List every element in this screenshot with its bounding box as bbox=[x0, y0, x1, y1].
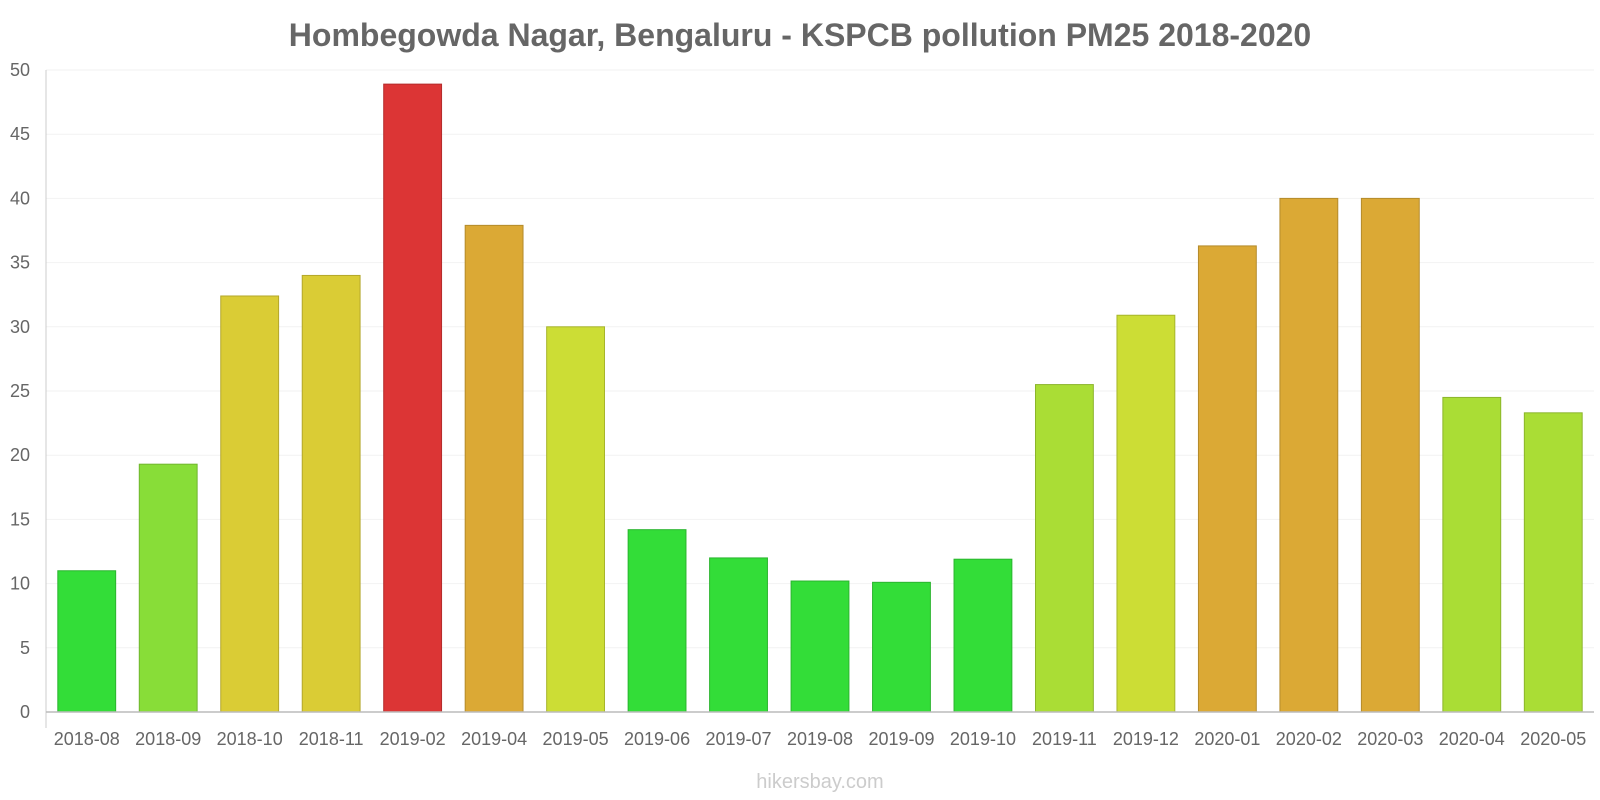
x-tick-label-2020-05: 2020-05 bbox=[1520, 729, 1586, 749]
credit-text: hikersbay.com bbox=[756, 771, 883, 793]
x-tick-label-2018-09: 2018-09 bbox=[135, 729, 201, 749]
bar-2018-08 bbox=[57, 570, 117, 713]
bar-2020-05 bbox=[1523, 412, 1583, 713]
bar-2019-06 bbox=[627, 529, 687, 713]
y-tick-label-5: 5 bbox=[20, 638, 30, 658]
bar-2019-11 bbox=[1034, 384, 1094, 713]
bar-2019-05 bbox=[546, 326, 606, 713]
x-tick-label-2020-02: 2020-02 bbox=[1276, 729, 1342, 749]
x-tick-label-2019-02: 2019-02 bbox=[380, 729, 446, 749]
bar-2020-04 bbox=[1442, 396, 1502, 713]
x-tick-label-2019-07: 2019-07 bbox=[705, 729, 771, 749]
bar-2018-11 bbox=[301, 274, 361, 713]
y-tick-label-45: 45 bbox=[10, 124, 30, 144]
bar-2020-03 bbox=[1360, 197, 1420, 713]
y-tick-label-25: 25 bbox=[10, 381, 30, 401]
bar-2018-09 bbox=[138, 463, 198, 713]
bar-2019-02 bbox=[383, 83, 443, 713]
y-tick-label-10: 10 bbox=[10, 574, 30, 594]
bar-2020-01 bbox=[1197, 245, 1257, 713]
x-tick-label-2020-01: 2020-01 bbox=[1194, 729, 1260, 749]
x-tick-label-2019-06: 2019-06 bbox=[624, 729, 690, 749]
y-tick-label-50: 50 bbox=[10, 60, 30, 80]
x-tick-label-2020-04: 2020-04 bbox=[1439, 729, 1505, 749]
x-axis-ticks: 2018-08 2018-09 2018-10 2018-11 2019-02 2019-… bbox=[54, 729, 1587, 749]
x-tick-label-2018-08: 2018-08 bbox=[54, 729, 120, 749]
bar-2019-04 bbox=[464, 224, 524, 713]
bars bbox=[57, 83, 1583, 713]
x-tick-label-2018-11: 2018-11 bbox=[299, 729, 364, 749]
bar-2020-02 bbox=[1279, 197, 1339, 713]
x-tick-label-2019-08: 2019-08 bbox=[787, 729, 853, 749]
bar-2019-10 bbox=[953, 558, 1013, 713]
bar-2018-10 bbox=[220, 295, 280, 713]
x-tick-label-2020-03: 2020-03 bbox=[1357, 729, 1423, 749]
x-tick-label-2019-11: 2019-11 bbox=[1032, 729, 1097, 749]
bar-2019-12 bbox=[1116, 314, 1176, 713]
x-tick-label-2019-12: 2019-12 bbox=[1113, 729, 1179, 749]
y-tick-label-40: 40 bbox=[10, 188, 30, 208]
y-tick-label-15: 15 bbox=[10, 509, 30, 529]
y-tick-label-20: 20 bbox=[10, 445, 30, 465]
chart-title: Hombegowda Nagar, Bengaluru - KSPCB poll… bbox=[289, 17, 1311, 53]
y-tick-label-30: 30 bbox=[10, 317, 30, 337]
bar-2019-09 bbox=[872, 581, 931, 713]
bar-2019-07 bbox=[709, 557, 768, 713]
x-tick-label-2019-09: 2019-09 bbox=[868, 729, 934, 749]
y-axis-ticks: 0 5 10 15 20 25 30 35 40 45 50 bbox=[10, 60, 30, 722]
y-tick-label-0: 0 bbox=[20, 702, 30, 722]
x-tick-label-2018-10: 2018-10 bbox=[217, 729, 283, 749]
x-tick-label-2019-04: 2019-04 bbox=[461, 729, 527, 749]
y-tick-label-35: 35 bbox=[10, 253, 30, 273]
x-tick-label-2019-05: 2019-05 bbox=[543, 729, 609, 749]
x-tick-label-2019-10: 2019-10 bbox=[950, 729, 1016, 749]
bar-2019-08 bbox=[790, 580, 850, 713]
